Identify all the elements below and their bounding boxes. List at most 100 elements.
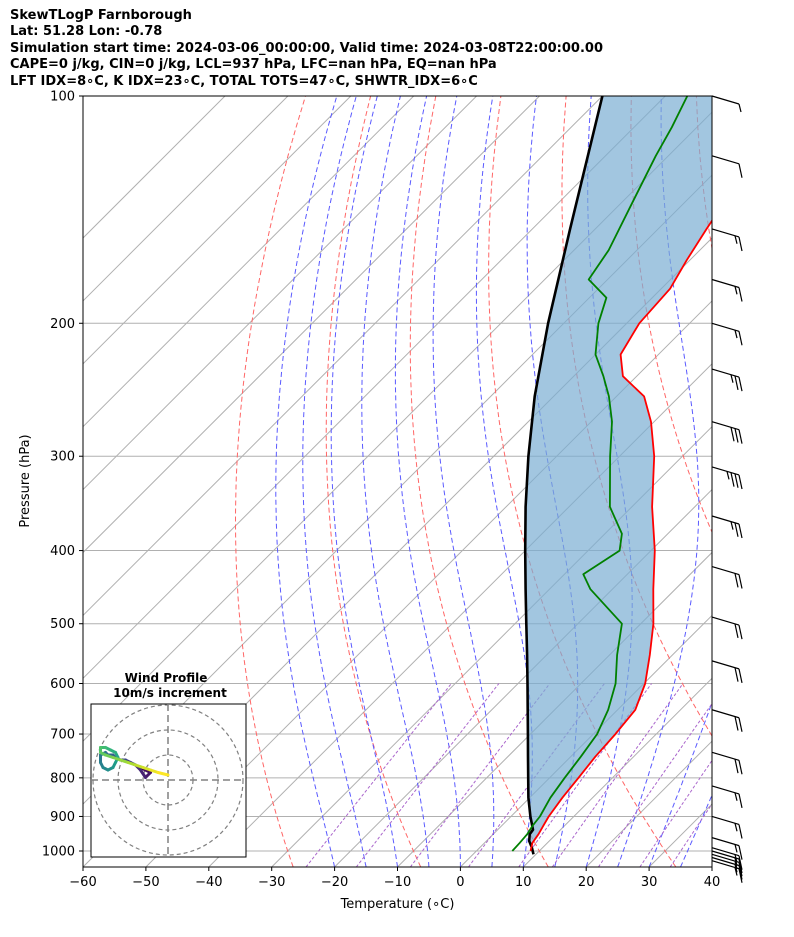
wind-barb-half-flag	[734, 235, 738, 244]
wind-barb-staff	[711, 860, 740, 870]
moist-adiabat-line	[680, 793, 712, 867]
x-tick-label: −50	[132, 875, 159, 890]
chart-title: SkewTLogP Farnborough	[10, 8, 192, 23]
moist-adiabat-line	[475, 96, 533, 867]
wind-barb	[711, 421, 743, 444]
isotherm-line	[83, 96, 226, 239]
moist-adiabat-line	[432, 96, 495, 867]
y-axis-label: Pressure (hPa)	[18, 434, 33, 527]
moist-adiabat-line	[394, 96, 461, 867]
wind-barb-flag	[734, 716, 739, 731]
dry-adiabat-line	[762, 96, 794, 867]
hodograph-inset: Wind Profile 10m/s increment	[90, 671, 247, 858]
wind-barb	[711, 616, 743, 640]
wind-barb	[711, 466, 743, 490]
moist-adiabat-line	[302, 96, 367, 867]
wind-barb-flag	[734, 758, 739, 774]
y-tick-label: 300	[50, 450, 75, 465]
wind-barb	[711, 565, 743, 589]
mixing-ratio-line	[551, 683, 684, 867]
wind-barb-staff	[711, 856, 740, 867]
simulation-time-line: Simulation start time: 2024-03-06_00:00:…	[10, 40, 603, 56]
wind-barb-staff	[711, 421, 740, 431]
wind-barb-staff	[711, 95, 740, 105]
mixing-ratio-line	[518, 683, 653, 867]
y-tick-label: 700	[50, 728, 75, 743]
wind-barb-half-flag	[738, 103, 742, 113]
wind-barb	[711, 785, 743, 809]
isotherm-line	[83, 96, 477, 491]
wind-barb-half-flag	[730, 521, 734, 530]
wind-barb-flag	[738, 574, 743, 589]
wind-barb	[711, 278, 743, 302]
wind-barb-half-flag	[734, 844, 738, 853]
isotherm-line	[522, 677, 712, 867]
wind-barb-staff	[711, 466, 740, 476]
moist-adiabat-line	[617, 96, 700, 867]
dry-adiabat-line	[325, 96, 422, 867]
x-tick-label: −60	[69, 875, 96, 890]
wind-barb-staff	[711, 155, 740, 165]
mixing-ratio-line	[409, 683, 551, 867]
wind-barb-flag	[738, 624, 743, 640]
wind-barb-flag	[734, 667, 739, 682]
wind-barb	[711, 368, 743, 392]
y-tick-label: 400	[50, 544, 75, 559]
wind-barb	[711, 515, 743, 539]
wind-barb-flag	[738, 868, 743, 883]
moist-adiabat-line	[711, 865, 712, 867]
wind-barb-staff	[711, 847, 740, 857]
wind-barb	[711, 751, 743, 775]
x-tick-label: 40	[704, 875, 721, 890]
wind-barb-half-flag	[734, 792, 738, 801]
cape-shaded-area	[525, 96, 712, 851]
moist-adiabat-line	[361, 96, 430, 867]
y-tick-label: 800	[50, 771, 75, 786]
wind-barb	[711, 155, 743, 178]
wind-barb-flag	[738, 793, 743, 809]
y-tick-label: 100	[50, 90, 75, 105]
isotherm-line	[83, 96, 603, 617]
wind-barb-half-flag	[734, 286, 738, 295]
wind-barb-staff	[711, 709, 740, 719]
cape-fill-layer	[525, 96, 712, 851]
isotherm-line	[271, 425, 712, 867]
wind-barb-flag	[738, 376, 743, 392]
wind-barb	[711, 860, 743, 883]
hodograph-subtitle: 10m/s increment	[113, 686, 227, 700]
wind-barb-staff	[711, 565, 740, 576]
wind-barb-half-flag	[730, 374, 734, 383]
cape-line: CAPE=0 j/kg, CIN=0 j/kg, LCL=937 hPa, LF…	[10, 57, 497, 73]
wind-barb-half-flag	[726, 471, 730, 480]
wind-barb	[711, 95, 742, 113]
y-tick-label: 200	[50, 317, 75, 332]
wind-barb-flag	[738, 163, 743, 178]
wind-barb	[711, 815, 743, 839]
y-tick-label: 600	[50, 677, 75, 692]
wind-barb-flag	[734, 522, 739, 537]
moist-adiabat-line	[648, 700, 712, 867]
x-tick-label: −40	[195, 875, 222, 890]
mixing-ratio-line	[355, 683, 500, 867]
y-tick-label: 900	[50, 810, 75, 825]
isotherm-line	[83, 96, 540, 554]
wind-barb-staff	[711, 278, 740, 289]
wind-barb-flag	[738, 287, 743, 302]
dry-adiabat-line	[235, 96, 306, 867]
wind-barb-flag	[738, 523, 743, 539]
x-tick-label: −10	[384, 875, 411, 890]
y-tick-label: 1000	[42, 845, 75, 860]
wind-barb	[711, 837, 743, 860]
wind-barb-flag	[734, 623, 739, 639]
wind-barb-flag	[734, 473, 739, 488]
wind-barb-flag	[738, 862, 743, 877]
indices-line: LFT IDX=8∘C, K IDX=23∘C, TOTAL TOTS=47∘C…	[10, 73, 478, 89]
x-tick-label: 20	[578, 875, 595, 890]
isotherm-line	[83, 96, 289, 302]
x-tick-label: 0	[456, 875, 464, 890]
x-tick-label: 30	[641, 875, 658, 890]
wind-barb-staff	[711, 368, 740, 378]
wind-barb-flag	[730, 427, 735, 442]
moist-adiabat-line	[330, 96, 398, 867]
